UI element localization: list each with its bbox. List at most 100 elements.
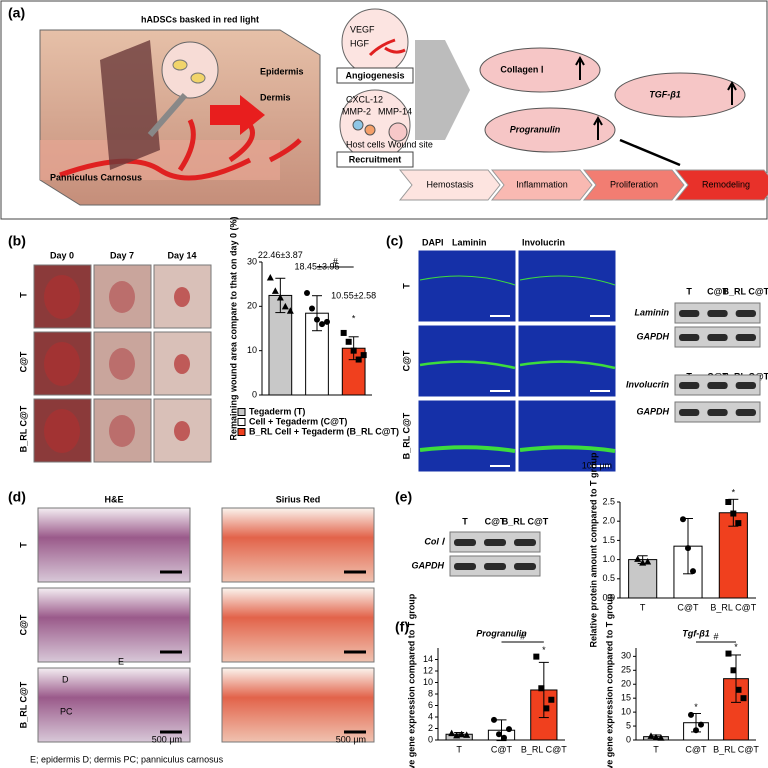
- factor: HGF: [350, 38, 370, 48]
- y-tick-label: 0.0: [602, 592, 615, 602]
- y-tick-label: 2: [428, 723, 433, 733]
- point: [458, 730, 466, 738]
- lane-label: C@T: [485, 516, 506, 526]
- point: [688, 711, 694, 718]
- wound: [174, 421, 190, 441]
- day-label: Day 7: [110, 250, 134, 260]
- y-tick-label: 30: [247, 256, 257, 266]
- if-image: [417, 399, 517, 473]
- stain: H&E: [104, 494, 123, 504]
- histo-image: [37, 507, 191, 583]
- lane-label: T: [462, 516, 468, 526]
- factor: MMP-14: [378, 106, 412, 116]
- process-label: Recruitment: [349, 154, 402, 164]
- point: [730, 510, 737, 517]
- group-label: B_RL C@T: [18, 405, 28, 452]
- wound-flap: [100, 40, 160, 170]
- cell: [190, 72, 206, 84]
- point: [690, 568, 696, 575]
- band: [484, 539, 506, 546]
- point: [730, 667, 737, 674]
- factor: CXCL-12: [346, 94, 383, 104]
- group-label: C@T: [18, 614, 28, 635]
- group-label: T: [401, 283, 411, 289]
- point: [324, 318, 330, 325]
- y-tick-label: 20: [621, 679, 631, 689]
- y-tick-label: 10: [621, 706, 631, 716]
- legend-label: B_RL Cell + Tegaderm (B_RL C@T): [249, 426, 399, 436]
- band: [679, 310, 700, 317]
- x-tick-label: B_RL C@T: [713, 744, 759, 754]
- point: [725, 499, 732, 505]
- point: [345, 338, 352, 345]
- label-box: [336, 151, 414, 168]
- band: [514, 563, 536, 570]
- y-tick-label: 10: [423, 677, 433, 687]
- y-tick-label: 1.5: [602, 535, 615, 545]
- wound: [174, 354, 190, 374]
- histo-image: [221, 507, 375, 583]
- host-label: Host cells: [346, 139, 386, 149]
- point: [543, 705, 550, 712]
- effect: Collagen Ⅰ: [500, 64, 543, 74]
- x-tick-label: C@T: [491, 744, 513, 754]
- y-tick-label: 20: [247, 301, 257, 311]
- layer-mark: PC: [60, 706, 73, 716]
- factor: VEGF: [350, 24, 375, 34]
- layer-label: Panniculus Carnosus: [50, 172, 142, 182]
- wound: [174, 287, 190, 307]
- point: [319, 321, 325, 328]
- point: [657, 734, 665, 741]
- point: [463, 731, 471, 738]
- point: [276, 293, 284, 301]
- band: [735, 382, 756, 389]
- effect-ellipse: [479, 47, 601, 93]
- point: [644, 558, 652, 565]
- point: [340, 329, 347, 336]
- y-axis-label: Relative protein amount compared to T gr…: [588, 452, 598, 648]
- y-tick-label: 5: [626, 720, 631, 730]
- x-tick-label: T: [456, 744, 462, 754]
- trend-arrow: [619, 138, 681, 167]
- stage-label: Hemostasis: [426, 179, 474, 189]
- y-tick-label: 1.0: [602, 554, 615, 564]
- point: [355, 356, 362, 363]
- lane-label: B_RL C@T: [502, 516, 549, 526]
- schematic-title: hADSCs basked in red light: [141, 14, 259, 24]
- y-tick-label: 4: [428, 711, 433, 721]
- stage-chevron: [674, 169, 768, 201]
- point: [266, 274, 274, 281]
- point: [496, 731, 502, 738]
- point: [725, 650, 732, 657]
- annotation: *: [542, 645, 546, 655]
- annotation: #: [520, 631, 525, 641]
- process-label: Angiogenesis: [345, 70, 404, 80]
- point: [685, 545, 691, 552]
- y-tick-label: 2.5: [602, 496, 615, 506]
- x-tick-label: B_RL C@T: [521, 744, 567, 754]
- effect-ellipse: [484, 107, 616, 153]
- annotation: *: [732, 488, 736, 498]
- x-tick-label: C@T: [677, 602, 699, 612]
- stage-chevron: [582, 169, 685, 201]
- y-axis-label: Relative gene expression compared to T g…: [406, 593, 416, 768]
- y-axis-label: Remaining wound area compare to that on …: [228, 216, 238, 440]
- scale-label: 100 μm: [582, 460, 612, 470]
- vessels: [59, 118, 302, 181]
- factor: MMP-2: [342, 106, 371, 116]
- up-arrows: [575, 55, 737, 140]
- bar: [718, 512, 748, 599]
- lane-label: T: [686, 286, 692, 296]
- bar: [628, 559, 658, 599]
- point: [491, 716, 497, 723]
- layer-label: Dermis: [260, 92, 291, 102]
- wound-site: [388, 122, 408, 142]
- band: [679, 382, 700, 389]
- y-tick-label: 0: [428, 734, 433, 744]
- point: [652, 733, 660, 741]
- point: [304, 290, 310, 297]
- point: [740, 695, 747, 702]
- panel-label: (b): [8, 233, 26, 249]
- x-tick-label: T: [640, 602, 646, 612]
- arrow: [210, 95, 265, 135]
